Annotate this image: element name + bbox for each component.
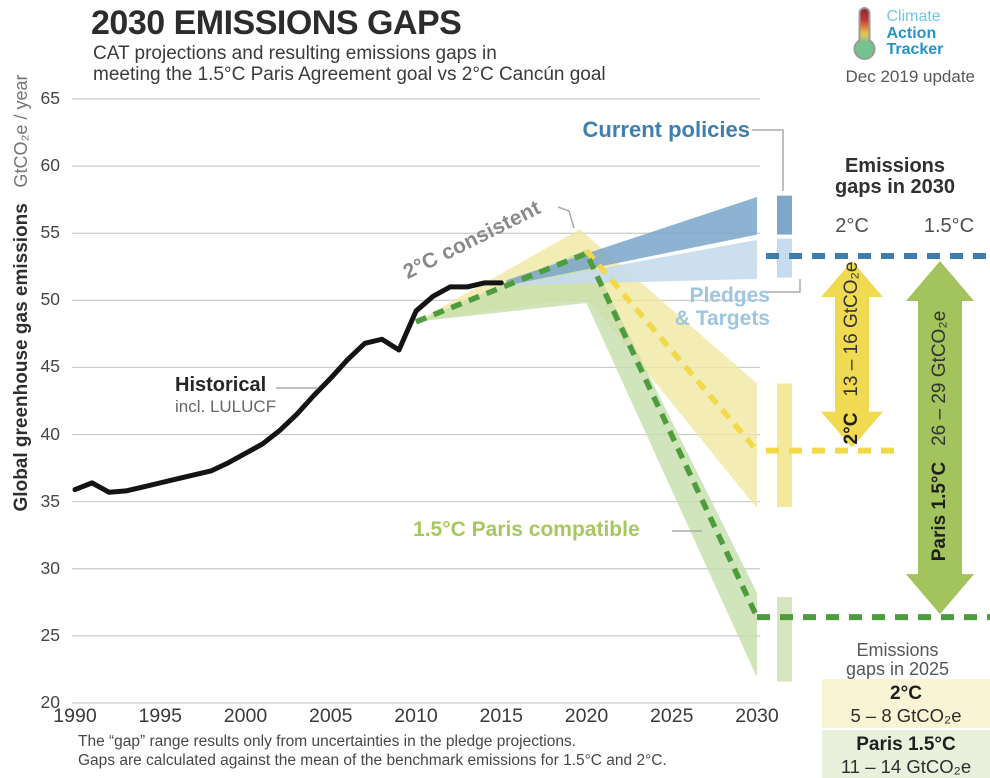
gaps-2025-title-line-2: gaps in 2025 [845,659,950,679]
historical-label: Historical [175,374,267,396]
leader-line-1 [752,129,784,191]
cat-logo: Climate Action Tracker [851,6,943,61]
update-note: Dec 2019 update [845,67,976,86]
gaps-2025-title-line-1: Emissions [856,640,939,660]
y-tick-35: 35 [40,490,60,511]
gap-arrow-2c-label: 2°C [841,412,862,445]
gap-arrow-paris-15c-gap [906,261,974,615]
footnote-line-1: The “gap” range results only from uncert… [78,733,576,750]
band-Pledges & Targets range [506,239,757,286]
gaps-2025-box-2c: 2°C 5 – 8 GtCO₂e [822,679,990,728]
subtitle-line-2: meeting the 1.5°C Paris Agreement goal v… [93,64,606,85]
y-tick-20: 20 [40,691,60,712]
footnote-line-2: Gaps are calculated against the mean of … [78,752,667,769]
y-tick-65: 65 [40,88,60,108]
gap-arrow-2c-range: 13 – 16 GtCO₂e [841,261,862,397]
y-tick-40: 40 [40,423,60,444]
gap-arrow-2c-gap [821,261,883,448]
pledges-label-line-2: & Targets [674,307,770,330]
x-tick-2025: 2025 [650,705,694,727]
band-Current policies range [506,196,757,286]
current-policies-label: Current policies [582,117,750,142]
x-tick-2010: 2010 [394,705,438,727]
x-tick-2005: 2005 [309,705,353,727]
gaps-2025-2c-label: 2°C [890,683,922,704]
gap-arrow-2c-text: 2°C 13 – 16 GtCO₂e [841,262,863,445]
y-tick-55: 55 [40,222,60,243]
logo-word-tracker: Tracker [886,41,944,58]
y-tick-25: 25 [40,624,60,645]
historical-sublabel: incl. LULUCF [175,397,277,416]
logo-word-action: Action [886,24,937,42]
x-tick-1990: 1990 [53,705,97,727]
gaps-2030-title-line-1: Emissions [844,155,946,177]
subtitle-line-1: CAT projections and resulting emissions … [93,43,497,64]
thermometer-icon [853,7,876,60]
band-1.5°C Paris compatible range [416,249,757,678]
benchmark-1.5°C Paris compatible benchmark (mean) [414,249,760,619]
y-tick-60: 60 [40,155,60,176]
x-tick-2020: 2020 [564,705,609,727]
page-title: 2030 EMISSIONS GAPS [91,4,462,42]
y-tick-45: 45 [40,356,60,377]
x-tick-1995: 1995 [138,705,182,727]
gaps-2025-box-15c: Paris 1.5°C 11 – 14 GtCO₂e [822,730,990,778]
gaps-2025-15c-range: 11 – 14 GtCO₂e [840,756,972,777]
historical-line [72,280,504,495]
pledges-label-line-1: Pledges [689,284,770,307]
gap-arrow-15c-range: 26 – 29 GtCO₂e [929,310,950,446]
paris-compatible-label: 1.5°C Paris compatible [413,518,640,541]
y-tick-30: 30 [40,557,60,578]
x-tick-2000: 2000 [223,705,268,727]
gaps-2030-title-line-2: gaps in 2030 [834,176,956,198]
gap-arrow-15c-text: Paris 1.5°C 26 – 29 GtCO₂e [929,311,951,562]
range-bar-current-policies [777,195,792,235]
x-tick-2030: 2030 [735,705,779,727]
x-tick-2015: 2015 [479,705,523,727]
gaps-2025-2c-range: 5 – 8 GtCO₂e [850,705,962,726]
logo-word-climate: Climate [886,8,941,25]
leader-line-2 [764,279,801,293]
leader-line-3 [557,206,575,229]
gaps-2030-col-15c: 1.5°C [923,215,975,237]
gaps-2030-col-2c: 2°C [835,215,869,237]
range-bar-paris-15c-benchmark [777,596,792,682]
gaps-2025-15c-label: Paris 1.5°C [856,734,956,755]
gap-arrow-15c-label: Paris 1.5°C [929,461,950,562]
range-bar-2c-benchmark [777,383,792,508]
range-bar-pledges-targets [777,238,792,278]
y-tick-50: 50 [40,289,60,310]
benchmark-2°C consistent benchmark (mean) [584,248,760,453]
